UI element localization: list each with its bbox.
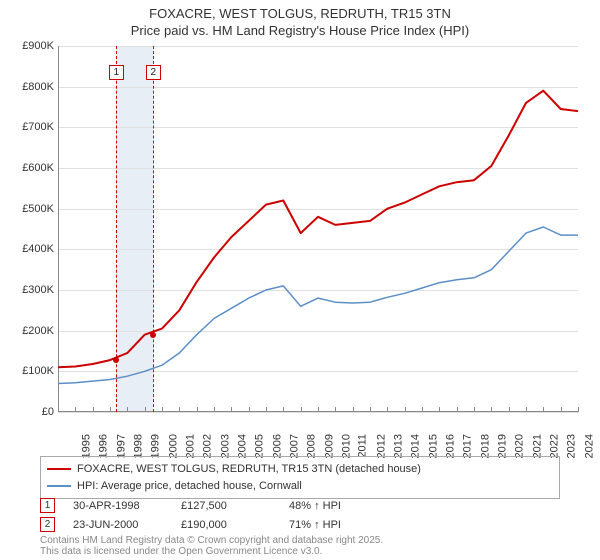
x-tick-label: 2004	[236, 434, 248, 458]
x-tick-label: 2019	[496, 434, 508, 458]
chart-container: FOXACRE, WEST TOLGUS, REDRUTH, TR15 3TN …	[0, 0, 600, 560]
x-tick-label: 2024	[583, 434, 595, 458]
y-tick-label: £0	[42, 406, 54, 418]
transaction-marker	[113, 357, 119, 363]
legend-swatch-hpi	[47, 485, 71, 487]
transaction-delta: 71% ↑ HPI	[289, 519, 379, 531]
x-tick-label: 2000	[167, 434, 179, 458]
y-tick-label: £500K	[22, 203, 54, 215]
series-hpi	[58, 227, 578, 384]
x-tick-label: 2001	[184, 434, 196, 458]
x-tick-label: 2017	[462, 434, 474, 458]
y-tick-label: £200K	[22, 325, 54, 337]
legend-swatch-property	[47, 468, 71, 470]
footnote-line2: This data is licensed under the Open Gov…	[40, 546, 383, 557]
x-tick-label: 2016	[444, 434, 456, 458]
x-tick-label: 1998	[132, 434, 144, 458]
transaction-row: 1 30-APR-1998 £127,500 48% ↑ HPI	[40, 498, 560, 513]
legend: FOXACRE, WEST TOLGUS, REDRUTH, TR15 3TN …	[40, 456, 560, 499]
x-tick-label: 2010	[340, 434, 352, 458]
transaction-delta: 48% ↑ HPI	[289, 500, 379, 512]
footnote-line1: Contains HM Land Registry data © Crown c…	[40, 535, 383, 546]
x-tick-label: 2007	[288, 434, 300, 458]
y-tick-label: £900K	[22, 40, 54, 52]
x-axis: 1995199619971998199920002001200220032004…	[58, 412, 578, 454]
x-tick-label: 2013	[392, 434, 404, 458]
x-tick-label: 2009	[323, 434, 335, 458]
y-tick-label: £800K	[22, 81, 54, 93]
x-tick-label: 2011	[357, 434, 369, 458]
line-series-svg	[58, 46, 578, 412]
y-axis: £0£100K£200K£300K£400K£500K£600K£700K£80…	[8, 46, 58, 412]
title-line1: FOXACRE, WEST TOLGUS, REDRUTH, TR15 3TN	[0, 6, 600, 23]
x-tick-label: 2006	[271, 434, 283, 458]
transaction-marker	[150, 332, 156, 338]
legend-label-property: FOXACRE, WEST TOLGUS, REDRUTH, TR15 3TN …	[77, 461, 421, 478]
x-tick-mark	[578, 407, 579, 412]
x-tick-label: 2005	[254, 434, 266, 458]
y-tick-label: £600K	[22, 162, 54, 174]
x-tick-label: 2002	[202, 434, 214, 458]
footnote: Contains HM Land Registry data © Crown c…	[40, 535, 383, 557]
transaction-list: 1 30-APR-1998 £127,500 48% ↑ HPI 2 23-JUN-200…	[40, 498, 560, 536]
x-tick-label: 2021	[531, 434, 543, 458]
y-tick-label: £100K	[22, 365, 54, 377]
x-tick-label: 1999	[150, 434, 162, 458]
transaction-row: 2 23-JUN-2000 £190,000 71% ↑ HPI	[40, 517, 560, 532]
x-tick-label: 2012	[375, 434, 387, 458]
transaction-date: 23-JUN-2000	[73, 519, 163, 531]
x-tick-label: 1996	[98, 434, 110, 458]
legend-label-hpi: HPI: Average price, detached house, Corn…	[77, 478, 302, 495]
plot-area: 12 £0£100K£200K£300K£400K£500K£600K£700K…	[58, 46, 578, 412]
x-tick-label: 2015	[427, 434, 439, 458]
x-tick-label: 2022	[548, 434, 560, 458]
x-tick-label: 1997	[115, 434, 127, 458]
x-tick-label: 2018	[479, 434, 491, 458]
transaction-index: 1	[40, 498, 55, 513]
y-tick-label: £300K	[22, 284, 54, 296]
title-line2: Price paid vs. HM Land Registry's House …	[0, 23, 600, 40]
transaction-date: 30-APR-1998	[73, 500, 163, 512]
x-tick-label: 2003	[219, 434, 231, 458]
series-property	[58, 91, 578, 368]
transaction-index: 2	[40, 517, 55, 532]
x-tick-label: 2014	[410, 434, 422, 458]
legend-item-property: FOXACRE, WEST TOLGUS, REDRUTH, TR15 3TN …	[47, 461, 553, 478]
y-tick-label: £700K	[22, 121, 54, 133]
x-tick-label: 2023	[566, 434, 578, 458]
chart-title: FOXACRE, WEST TOLGUS, REDRUTH, TR15 3TN …	[0, 0, 600, 40]
x-tick-label: 2008	[306, 434, 318, 458]
x-tick-label: 2020	[514, 434, 526, 458]
transaction-price: £190,000	[181, 519, 271, 531]
transaction-price: £127,500	[181, 500, 271, 512]
legend-item-hpi: HPI: Average price, detached house, Corn…	[47, 478, 553, 495]
x-tick-label: 1995	[80, 434, 92, 458]
y-tick-label: £400K	[22, 243, 54, 255]
